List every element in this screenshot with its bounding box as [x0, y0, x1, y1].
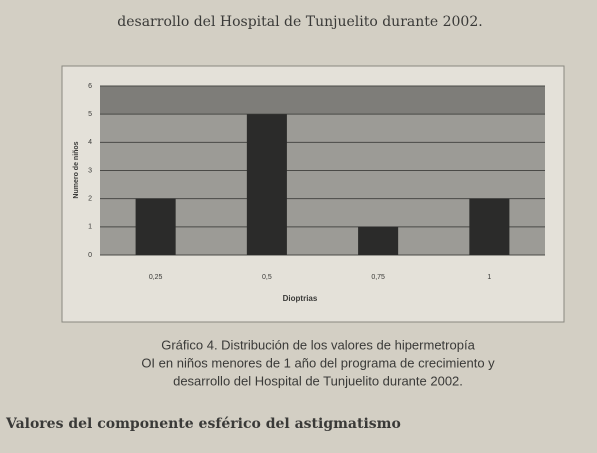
caption-line: OI en niños menores de 1 año del program…	[141, 355, 495, 370]
plot-top-band	[100, 86, 545, 114]
y-tick-label: 4	[88, 139, 92, 146]
page: desarrollo del Hospital de Tunjuelito du…	[0, 0, 597, 453]
header-text: desarrollo del Hospital de Tunjuelito du…	[117, 14, 482, 30]
y-tick-label: 6	[88, 83, 92, 90]
x-tick-label: 0,5	[262, 274, 272, 281]
y-tick-label: 1	[88, 224, 92, 231]
chart: desarrollo del Hospital de Tunjuelito du…	[0, 0, 597, 453]
caption-line: desarrollo del Hospital de Tunjuelito du…	[173, 373, 463, 388]
bar	[247, 114, 287, 255]
x-axis-label: Dioptrias	[283, 294, 318, 303]
y-tick-label: 0	[88, 252, 92, 259]
x-tick-label: 0,75	[371, 274, 385, 281]
x-tick-label: 0,25	[149, 274, 163, 281]
y-tick-label: 3	[88, 167, 92, 174]
bar	[469, 199, 509, 255]
bar	[358, 227, 398, 255]
y-tick-label: 2	[88, 196, 92, 203]
caption-line: Gráfico 4. Distribución de los valores d…	[161, 337, 475, 352]
y-tick-label: 5	[88, 111, 92, 118]
x-tick-label: 1	[487, 274, 491, 281]
y-axis-label: Numero de niños	[73, 141, 80, 198]
section-heading: Valores del componente esférico del asti…	[5, 416, 401, 432]
bar	[136, 199, 176, 255]
